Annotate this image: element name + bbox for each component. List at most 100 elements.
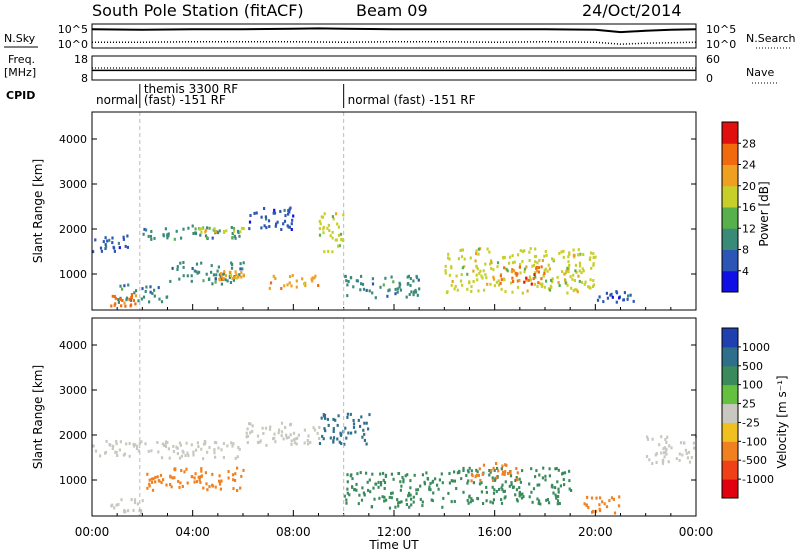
radar-cell — [531, 500, 534, 504]
radar-cell — [525, 265, 528, 269]
radar-cell — [334, 418, 337, 422]
radar-cell — [466, 469, 470, 473]
radar-cell — [237, 231, 240, 234]
radar-cell — [148, 482, 151, 486]
radar-cell — [561, 472, 564, 476]
radar-cell — [408, 293, 411, 296]
radar-cell — [192, 232, 195, 235]
radar-cell — [125, 296, 129, 300]
radar-cell — [204, 234, 208, 238]
radar-cell — [311, 279, 314, 283]
radar-cell — [370, 505, 373, 509]
beam-label: Beam 09 — [356, 1, 428, 20]
noise-series-1 — [92, 41, 697, 45]
noise-series-0 — [91, 27, 697, 34]
radar-cell — [436, 483, 439, 487]
radar-cell — [462, 466, 465, 470]
radar-cell — [477, 289, 480, 293]
radar-cell — [557, 468, 560, 472]
radar-cell — [239, 267, 242, 271]
radar-cell — [280, 421, 284, 425]
radar-cell — [259, 439, 262, 443]
radar-cell — [361, 282, 365, 286]
radar-cell — [460, 477, 463, 481]
radar-cell — [323, 212, 326, 216]
radar-cell — [214, 280, 217, 284]
radar-cell — [206, 226, 209, 230]
radar-cell — [230, 441, 233, 445]
radar-cell — [346, 487, 349, 491]
radar-cell — [431, 479, 435, 483]
radar-cell — [220, 275, 223, 279]
radar-cell — [548, 501, 551, 505]
radar-cell — [134, 302, 137, 306]
radar-cell — [303, 428, 306, 432]
radar-cell — [234, 479, 237, 482]
radar-cell — [461, 266, 464, 270]
radar-cell — [182, 450, 185, 454]
radar-cell — [682, 441, 686, 445]
radar-cell — [248, 220, 252, 224]
radar-cell — [664, 438, 667, 441]
radar-cell — [510, 281, 513, 285]
radar-cell — [354, 430, 357, 434]
radar-cell — [518, 490, 521, 494]
radar-cell — [405, 295, 408, 299]
radar-cell — [575, 270, 578, 274]
radar-cell — [573, 279, 576, 282]
radar-cell — [322, 227, 325, 231]
colorbar-swatch — [722, 122, 738, 144]
radar-cell — [127, 283, 130, 287]
radar-cell — [319, 222, 322, 226]
radar-cell — [126, 234, 129, 238]
colorbar-tick-label: 28 — [742, 137, 756, 150]
radar-cell — [284, 214, 287, 218]
colorbar-swatch — [722, 228, 738, 250]
radar-cell — [249, 422, 252, 426]
radar-cell — [237, 275, 240, 279]
radar-cell — [383, 495, 386, 499]
radar-cell — [521, 250, 525, 254]
radar-cell — [468, 466, 471, 470]
radar-cell — [226, 279, 229, 283]
radar-cell — [340, 432, 343, 436]
radar-cell — [481, 472, 484, 476]
radar-cell — [548, 474, 551, 478]
radar-cell — [502, 277, 505, 281]
radar-cell — [328, 229, 331, 233]
radar-cell — [610, 496, 614, 500]
radar-cell — [150, 230, 153, 233]
radar-cell — [169, 279, 172, 283]
radar-cell — [492, 491, 496, 495]
radar-cell — [655, 452, 658, 456]
radar-cell — [399, 283, 402, 286]
colorbar-swatch — [722, 403, 738, 423]
radar-cell — [388, 495, 391, 499]
radar-cell — [544, 250, 547, 253]
radar-cell — [363, 493, 366, 497]
radar-cell — [198, 478, 201, 482]
radar-cell — [469, 500, 472, 504]
radar-cell — [508, 484, 511, 488]
radar-cell — [293, 438, 296, 442]
radar-cell — [258, 440, 261, 444]
radar-cell — [388, 506, 392, 510]
radar-cell — [536, 261, 539, 265]
radar-cell — [521, 492, 524, 496]
radar-cell — [611, 295, 614, 299]
radar-cell — [381, 495, 384, 499]
radar-cell — [171, 266, 174, 270]
colorbar-tick-label: 1000 — [742, 341, 770, 354]
radar-cell — [353, 488, 357, 492]
radar-cell — [346, 480, 349, 484]
radar-cell — [516, 285, 520, 289]
radar-cell — [277, 431, 280, 435]
radar-cell — [303, 441, 306, 445]
radar-cell — [280, 434, 283, 438]
radar-cell — [345, 279, 348, 283]
radar-cell — [421, 500, 424, 504]
radar-cell — [169, 483, 172, 486]
radar-cell — [140, 297, 143, 301]
radar-cell — [419, 497, 422, 501]
